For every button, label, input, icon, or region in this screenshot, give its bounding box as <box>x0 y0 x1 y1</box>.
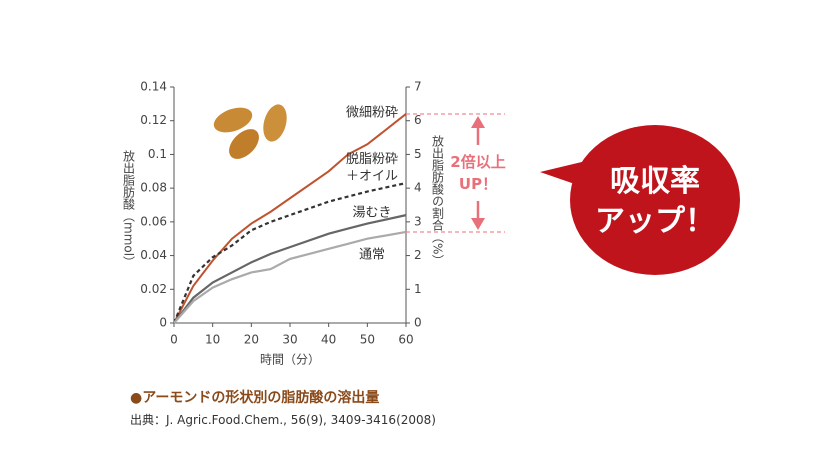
x-axis-label: 時間（分） <box>260 353 320 367</box>
y2-axis-label: 放出脂肪酸の割合（%） <box>431 134 445 267</box>
source: 出典：J. Agric.Food.Chem., 56(9), 3409-3416… <box>130 413 436 427</box>
y-tick-label: 0.12 <box>140 113 167 127</box>
callout-text: 吸収率 アップ！ <box>595 164 715 239</box>
x-tick-label: 10 <box>205 333 220 347</box>
y-tick-label: 0.14 <box>140 80 167 94</box>
x-tick-label: 60 <box>398 333 413 347</box>
series-line <box>173 113 407 324</box>
arrow-head <box>471 217 485 230</box>
x-tick-label: 0 <box>170 333 178 347</box>
series-label: 微細粉砕 <box>345 105 399 121</box>
callout-bubble <box>570 125 740 275</box>
series-label: 通常 <box>358 247 386 263</box>
y2-tick-label: 5 <box>414 147 422 161</box>
series-line <box>173 230 407 324</box>
y2-tick-label: 0 <box>414 316 422 330</box>
y2-tick-label: 7 <box>414 80 422 94</box>
y2-tick-label: 6 <box>414 113 422 127</box>
series-label: 脱脂粉砕 ＋オイル <box>345 152 399 184</box>
y-tick-label: 0.02 <box>140 282 167 296</box>
arrow-head <box>471 115 485 128</box>
x-tick-label: 40 <box>321 333 336 347</box>
series-label: 湯むき <box>352 205 392 221</box>
y2-tick-label: 4 <box>414 181 422 195</box>
y-tick-label: 0 <box>159 316 167 330</box>
x-tick-label: 20 <box>244 333 259 347</box>
x-tick-label: 30 <box>282 333 297 347</box>
almonds <box>213 104 287 159</box>
y2-tick-label: 3 <box>414 214 422 228</box>
y-tick-label: 0.06 <box>140 214 167 228</box>
y-tick-label: 0.08 <box>140 181 167 195</box>
x-tick-label: 50 <box>360 333 375 347</box>
series-line <box>172 182 407 324</box>
y-tick-label: 0.1 <box>148 147 167 161</box>
y-axis-label: 放出脂肪酸（mmol） <box>122 149 136 269</box>
y2-tick-label: 1 <box>414 282 422 296</box>
annotation: 2倍以上 UP！ <box>450 152 506 193</box>
series-line <box>173 214 407 324</box>
caption: ●アーモンドの形状別の脂肪酸の溶出量 <box>130 390 380 406</box>
y2-tick-label: 2 <box>414 248 422 262</box>
y-tick-label: 0.04 <box>140 248 167 262</box>
